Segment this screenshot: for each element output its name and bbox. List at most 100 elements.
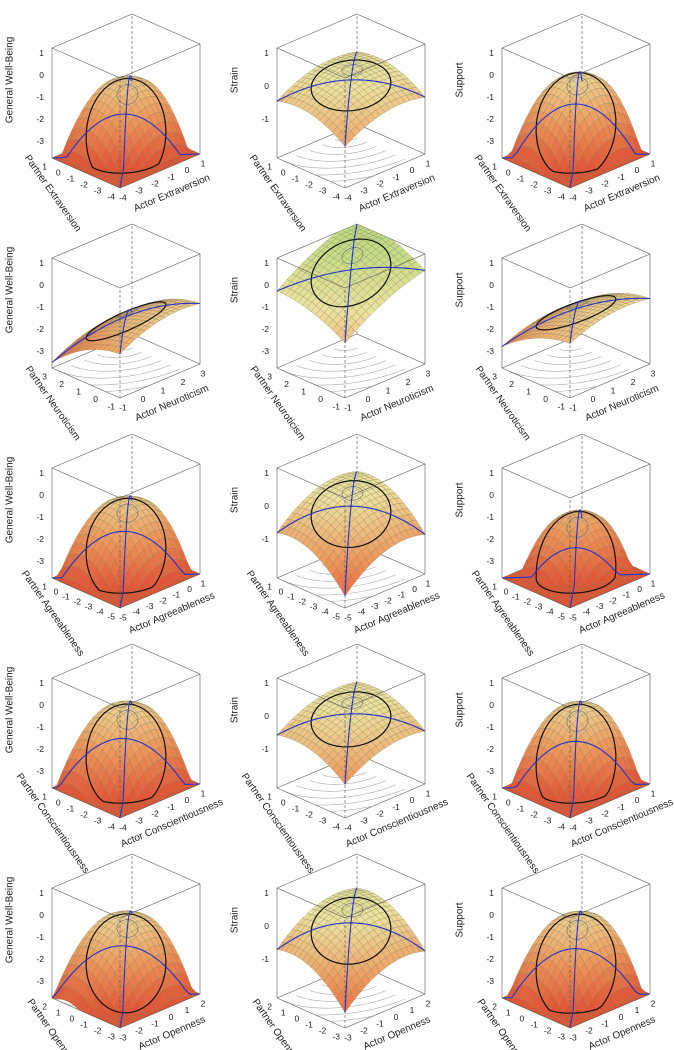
- y-axis-label: Partner Extraversion: [247, 153, 308, 234]
- x-tick-label: 0: [410, 795, 415, 805]
- y-tick-label: 1: [492, 161, 497, 171]
- z-tick-label: -2: [36, 114, 44, 124]
- y-tick-label: 1: [267, 581, 272, 591]
- x-tick-label: 1: [410, 1005, 415, 1015]
- y-tick-label: -2: [319, 1025, 327, 1035]
- y-tick-label: -3: [107, 1031, 115, 1041]
- x-tick-label: -2: [151, 809, 159, 819]
- z-tick-label: -3: [486, 556, 494, 566]
- z-axis-label: Strain: [230, 277, 241, 303]
- x-tick-label: -1: [617, 802, 625, 812]
- y-tick-label: 1: [492, 791, 497, 801]
- box-edge: [501, 223, 583, 259]
- y-tick-label: 1: [506, 1007, 511, 1017]
- x-tick-label: 1: [161, 385, 166, 395]
- z-axis-label: General Well-Being: [5, 457, 16, 544]
- x-tick-label: 2: [201, 998, 206, 1008]
- box-edge: [131, 853, 201, 885]
- y-tick-label: 1: [42, 581, 47, 591]
- z-tick-label: -1: [36, 722, 44, 732]
- floor-contour: [315, 998, 406, 1016]
- y-axis-label: Partner Conscientiousness: [239, 771, 317, 875]
- y-tick-label: 1: [526, 386, 531, 396]
- x-tick-label: 1: [386, 385, 391, 395]
- floor-contour: [556, 386, 596, 392]
- z-tick-label: 0: [39, 910, 44, 920]
- floor-contour: [283, 364, 396, 379]
- y-tick-label: -1: [292, 173, 300, 183]
- z-tick-label: -3: [486, 346, 494, 356]
- box-edge: [356, 643, 426, 675]
- box-edge: [276, 13, 358, 49]
- floor-contour: [283, 574, 396, 589]
- contour-line: [116, 84, 139, 105]
- x-tick-label: -2: [360, 1025, 368, 1035]
- floor-contour: [309, 146, 377, 155]
- z-tick-label: -2: [261, 324, 269, 334]
- box-edge: [276, 887, 346, 919]
- x-tick-label: 0: [635, 165, 640, 175]
- x-tick-label: 1: [185, 1005, 190, 1015]
- contour-line: [341, 247, 364, 265]
- floor-contour: [331, 386, 371, 392]
- y-tick-label: 0: [318, 394, 323, 404]
- box-edge: [344, 463, 426, 499]
- box-edge: [569, 993, 651, 1029]
- z-tick-label: -1: [486, 512, 494, 522]
- x-tick-label: 2: [426, 998, 431, 1008]
- y-tick-label: -1: [62, 591, 70, 601]
- incongruence-line: [276, 266, 426, 292]
- contour-line: [85, 301, 167, 342]
- x-tick-label: 1: [201, 578, 206, 588]
- y-tick-label: 1: [42, 791, 47, 801]
- y-tick-label: -3: [332, 1031, 340, 1041]
- x-tick-label: 0: [394, 1012, 399, 1022]
- y-tick-label: 3: [492, 371, 497, 381]
- floor-contour: [331, 176, 371, 182]
- box-edge: [356, 123, 426, 155]
- box-edge: [581, 13, 651, 45]
- z-tick-label: -3: [486, 976, 494, 986]
- box-edge: [501, 643, 583, 679]
- y-tick-label: -2: [73, 596, 81, 606]
- x-tick-label: 3: [426, 368, 431, 378]
- z-tick-label: -1: [486, 302, 494, 312]
- y-tick-label: 2: [59, 379, 64, 389]
- box-edge: [51, 47, 121, 79]
- contour-line: [116, 709, 139, 730]
- z-axis-label: General Well-Being: [5, 877, 16, 964]
- z-tick-label: 0: [489, 700, 494, 710]
- contour-line: [310, 896, 392, 965]
- z-tick-label: 1: [264, 468, 269, 478]
- incongruence-line: [276, 79, 426, 102]
- x-tick-label: -4: [569, 822, 577, 832]
- y-tick-label: -4: [107, 821, 115, 831]
- x-tick-label: 2: [651, 998, 656, 1008]
- box-edge: [501, 257, 571, 289]
- z-tick-label: 1: [264, 48, 269, 58]
- box-edge: [51, 887, 121, 919]
- x-tick-label: -1: [167, 802, 175, 812]
- box-edge: [344, 573, 426, 609]
- box-edge: [356, 333, 426, 365]
- contour-line: [566, 76, 589, 96]
- y-tick-label: -1: [292, 803, 300, 813]
- floor-contour: [106, 386, 146, 392]
- box-edge: [119, 153, 201, 189]
- x-tick-label: -1: [392, 802, 400, 812]
- incongruence-line: [501, 547, 651, 579]
- y-tick-label: 0: [543, 394, 548, 404]
- box-edge: [344, 363, 426, 399]
- y-tick-label: -4: [96, 606, 104, 616]
- x-tick-label: 0: [637, 584, 642, 594]
- box-edge: [501, 577, 571, 609]
- box-edge: [569, 673, 651, 709]
- z-tick-label: -1: [36, 92, 44, 102]
- z-tick-label: -1: [261, 114, 269, 124]
- z-tick-label: -3: [36, 766, 44, 776]
- incongruence-line: [276, 713, 426, 736]
- incongruence-line: [51, 302, 201, 363]
- z-axis-label: Support: [455, 692, 466, 727]
